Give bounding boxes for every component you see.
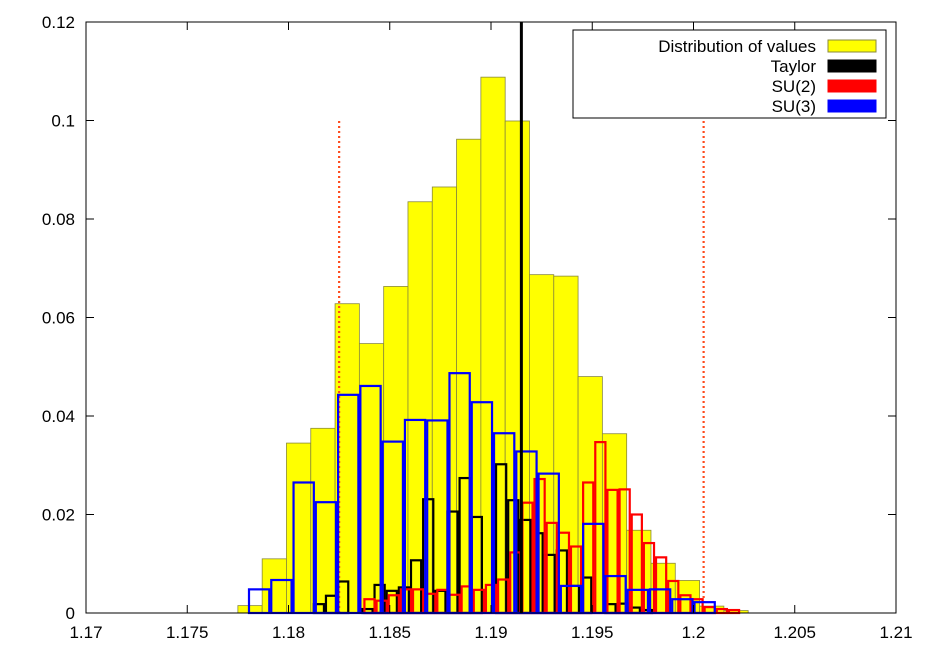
y-tick-label: 0.06 [42, 309, 75, 328]
y-tick-label: 0.02 [42, 506, 75, 525]
y-tick-label: 0 [66, 604, 75, 623]
distribution-of-values-bar [286, 442, 312, 614]
legend-label-distribution-of-values: Distribution of values [658, 37, 816, 56]
distribution-of-values-bar [261, 558, 287, 614]
x-tick-label: 1.2 [682, 623, 706, 642]
x-tick-label: 1.195 [571, 623, 614, 642]
legend-label-taylor: Taylor [771, 57, 817, 76]
x-tick-label: 1.21 [879, 623, 912, 642]
legend-swatch-distribution-of-values [827, 39, 877, 53]
distribution-of-values-bar [407, 201, 433, 614]
y-tick-label: 0.04 [42, 407, 75, 426]
x-tick-label: 1.185 [368, 623, 411, 642]
x-tick-label: 1.18 [272, 623, 305, 642]
x-tick-label: 1.17 [69, 623, 102, 642]
y-tick-label: 0.08 [42, 210, 75, 229]
reference-lines [338, 120, 705, 613]
legend-label-su-3: SU(3) [772, 97, 816, 116]
y-tick-label: 0.1 [51, 112, 75, 131]
x-tick-label: 1.205 [773, 623, 816, 642]
legend-swatch-su-3 [827, 99, 877, 113]
legend-swatch-taylor [827, 59, 877, 73]
axis-ticks: 1.17 1.175 1.18 1.185 1.19 1.195 1.2 1.205 1.21 0… [42, 13, 913, 642]
x-tick-label: 1.175 [166, 623, 209, 642]
legend-label-su-2: SU(2) [772, 77, 816, 96]
legend-swatch-su-2 [827, 79, 877, 93]
y-tick-label: 0.12 [42, 13, 75, 32]
x-tick-label: 1.19 [474, 623, 507, 642]
distribution-of-values-bar [431, 186, 457, 614]
